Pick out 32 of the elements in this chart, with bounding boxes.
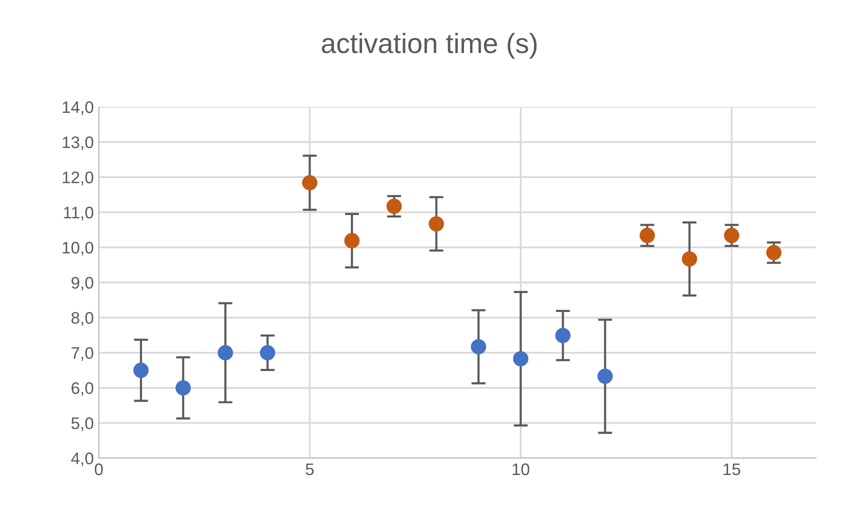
y-tick-label: 10,0 [62, 242, 94, 256]
point [513, 351, 528, 366]
y-tick-label: 7,0 [72, 347, 94, 361]
y-tick-label: 5,0 [71, 417, 94, 432]
y-tick-label: 13,0 [62, 136, 94, 150]
x-tick-label: 5 [306, 464, 314, 476]
point [597, 368, 613, 384]
point [428, 216, 444, 232]
x-tick-label: 0 [94, 463, 103, 476]
y-tick-label: 11,0 [64, 206, 94, 220]
point [766, 245, 782, 260]
point [176, 380, 191, 396]
x-tick-label: 15 [724, 464, 740, 476]
point [218, 345, 233, 360]
point [555, 328, 571, 344]
x-tick-label: 10 [512, 463, 530, 476]
point [470, 339, 486, 354]
point [133, 362, 149, 378]
point [682, 251, 698, 267]
y-tick-label: 9,0 [72, 276, 94, 291]
y-tick-label: 14,0 [62, 101, 94, 116]
point [302, 175, 318, 190]
y-tick-label: 12,0 [62, 172, 94, 186]
chart-title: activation time (s) [322, 32, 537, 59]
point [344, 233, 360, 248]
point [386, 198, 402, 214]
point [724, 228, 740, 244]
y-tick-label: 6,0 [72, 382, 94, 396]
y-tick-label: 8,0 [71, 312, 94, 326]
point [260, 345, 276, 360]
y-tick-label: 4,0 [71, 452, 94, 466]
point [640, 228, 655, 244]
